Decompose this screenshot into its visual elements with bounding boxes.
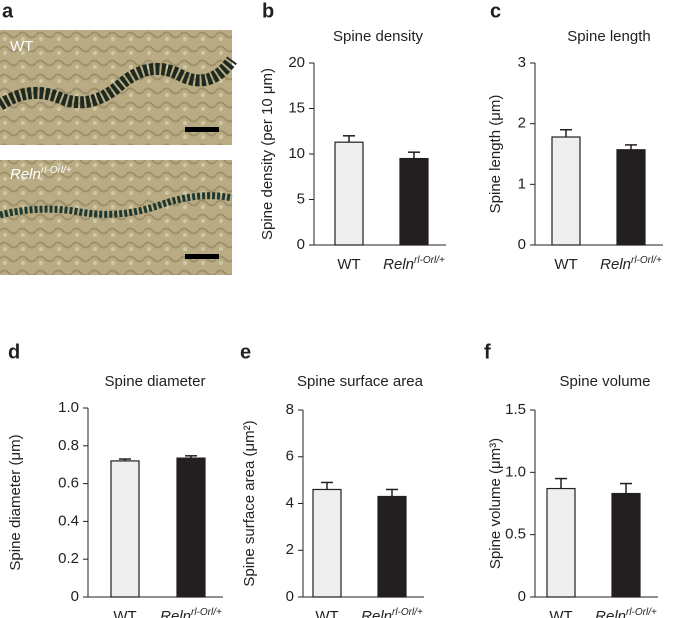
y-tick-label: 0.4 [58,512,79,529]
y-axis-label: Spine length (μm) [487,95,504,214]
x-tick-label-superscript: rl-Orl/+ [626,607,657,618]
y-tick-label: 0.5 [505,526,526,543]
y-tick-label: 0 [286,588,294,605]
y-tick-label: 3 [518,54,526,71]
y-tick-label: 15 [288,99,305,116]
y-tick-label: 10 [288,145,305,162]
x-tick-label: Reln [383,256,414,273]
x-tick-label: WT [113,608,136,618]
x-tick-label-superscript: rl-Orl/+ [414,255,445,266]
x-tick-label-superscript: rl-Orl/+ [631,255,662,266]
panel-letter: c [490,0,501,22]
image-label: WT [10,38,33,55]
x-tick-label: Relnrl-Orl/+ [595,607,657,618]
y-tick-label: 0.8 [58,437,79,454]
chart-title: Spine density [333,28,424,45]
y-tick-label: 0 [71,588,79,605]
bar [334,141,364,246]
bar [551,136,581,246]
bar [616,149,646,246]
image-label: Reln [10,166,41,183]
bar [399,157,429,246]
x-tick-label: WT [549,608,572,618]
y-tick-label: 0 [518,588,526,605]
image-label: Relnrl-Orl/+ [10,165,72,183]
panel-letter: f [484,341,491,363]
panel-letter: e [240,341,251,363]
x-tick-label: WT [337,256,360,273]
x-tick-label: WT [554,256,577,273]
y-tick-label: 6 [286,448,294,465]
x-tick-label: WT [549,608,572,618]
x-tick-label: WT [113,608,136,618]
x-tick-label-superscript: rl-Orl/+ [191,607,222,618]
x-tick-label: WT [337,256,360,273]
panel-letter: b [262,0,274,22]
panel-letter: a [2,0,14,22]
x-tick-label: Relnrl-Orl/+ [600,255,662,273]
x-tick-label: Reln [595,608,626,618]
y-tick-label: 0.6 [58,475,79,492]
chart-title: Spine volume [560,373,651,390]
y-tick-label: 1.5 [505,401,526,418]
chart-title: Spine diameter [105,373,206,390]
y-axis-label: Spine density (per 10 μm) [259,68,276,240]
image-label-superscript: rl-Orl/+ [41,165,72,176]
y-axis-label: Spine volume (μm³) [487,438,504,569]
bar [546,487,576,598]
chart-title: Spine surface area [297,373,424,390]
chart-title: Spine length [567,28,650,45]
x-tick-label: WT [315,608,338,618]
bar [110,460,140,598]
y-tick-label: 4 [286,494,294,511]
bar [312,488,342,598]
x-tick-label: WT [315,608,338,618]
x-tick-label: WT [554,256,577,273]
y-axis-label: Spine diameter (μm) [7,434,24,570]
bar [377,495,407,598]
y-tick-label: 8 [286,401,294,418]
bar [176,457,206,598]
x-tick-label-superscript: rl-Orl/+ [392,607,423,618]
y-tick-label: 1 [518,175,526,192]
x-tick-label: Reln [160,608,191,618]
x-tick-label: Reln [361,608,392,618]
panel-letter: d [8,341,20,363]
y-tick-label: 1.0 [58,399,79,416]
y-axis-label: Spine surface area (μm²) [241,420,258,586]
micrograph [0,30,237,145]
y-tick-label: 2 [518,115,526,132]
y-tick-label: 0 [297,236,305,253]
y-tick-label: 1.0 [505,463,526,480]
bar [611,492,641,598]
y-tick-label: 5 [297,190,305,207]
x-tick-label: Relnrl-Orl/+ [361,607,423,618]
y-tick-label: 20 [288,54,305,71]
x-tick-label: Reln [600,256,631,273]
micrograph [0,160,233,275]
x-tick-label: Relnrl-Orl/+ [383,255,445,273]
y-tick-label: 0.2 [58,550,79,567]
y-tick-label: 2 [286,541,294,558]
y-tick-label: 0 [518,236,526,253]
x-tick-label: Relnrl-Orl/+ [160,607,222,618]
